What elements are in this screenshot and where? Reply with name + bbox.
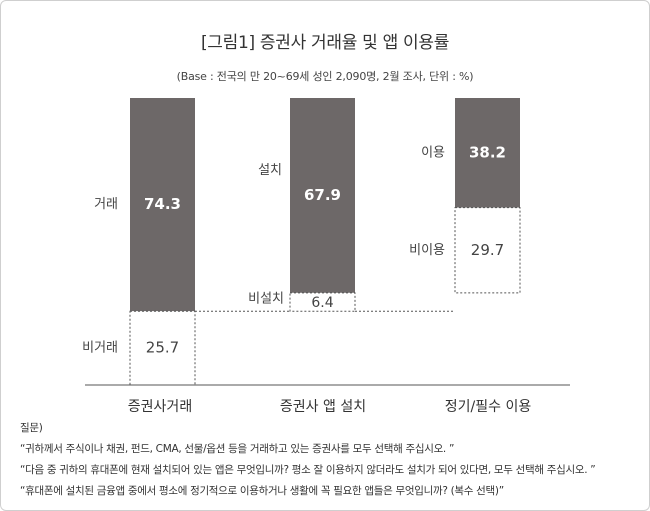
chart-subtitle: (Base : 전국의 만 20~69세 성인 2,090명, 2월 조사, 단… xyxy=(176,70,474,83)
value-label-not-installed: 6.4 xyxy=(311,295,333,311)
value-label-no-trade: 25.7 xyxy=(146,339,179,357)
segment-label-installed: 설치 xyxy=(258,163,282,178)
value-label-use: 38.2 xyxy=(469,143,506,161)
category-label: 증권사 앱 설치 xyxy=(280,399,366,415)
question-3: “휴대폰에 설치된 금융앱 중에서 평소에 정기적으로 이용하거나 생활에 꼭 … xyxy=(20,485,504,497)
value-label-trade: 74.3 xyxy=(144,195,181,213)
bar-non-use xyxy=(454,207,521,294)
category-label: 증권사거래 xyxy=(128,399,192,415)
segment-label-no-trade: 비거래 xyxy=(82,341,118,356)
bar-installed xyxy=(290,98,355,293)
questions-heading: 질문) xyxy=(20,422,43,434)
segment-label-non-use: 비이용 xyxy=(409,243,445,258)
value-label-installed: 67.9 xyxy=(304,186,341,204)
question-1: “귀하께서 주식이나 채권, 펀드, CMA, 선물/옵션 등을 거래하고 있는… xyxy=(20,443,455,455)
value-label-non-use: 29.7 xyxy=(471,241,504,259)
category-label: 정기/필수 이용 xyxy=(445,399,532,415)
question-2: “다음 중 귀하의 휴대폰에 현재 설치되어 있는 앱은 무엇입니까? 평소 잘… xyxy=(20,464,596,476)
bar-no-trade xyxy=(129,310,196,386)
segment-label-trade: 거래 xyxy=(94,197,118,212)
bar-trade xyxy=(130,98,195,312)
questions-block: 질문) “귀하께서 주식이나 채권, 펀드, CMA, 선물/옵션 등을 거래하… xyxy=(20,418,640,502)
bar-not-installed xyxy=(289,292,356,312)
segment-label-use: 이용 xyxy=(421,145,445,160)
chart-title: [그림1] 증권사 거래율 및 앱 이용률 xyxy=(200,33,450,53)
segment-label-not-installed: 비설치 xyxy=(248,292,284,307)
bar-use xyxy=(455,98,520,208)
